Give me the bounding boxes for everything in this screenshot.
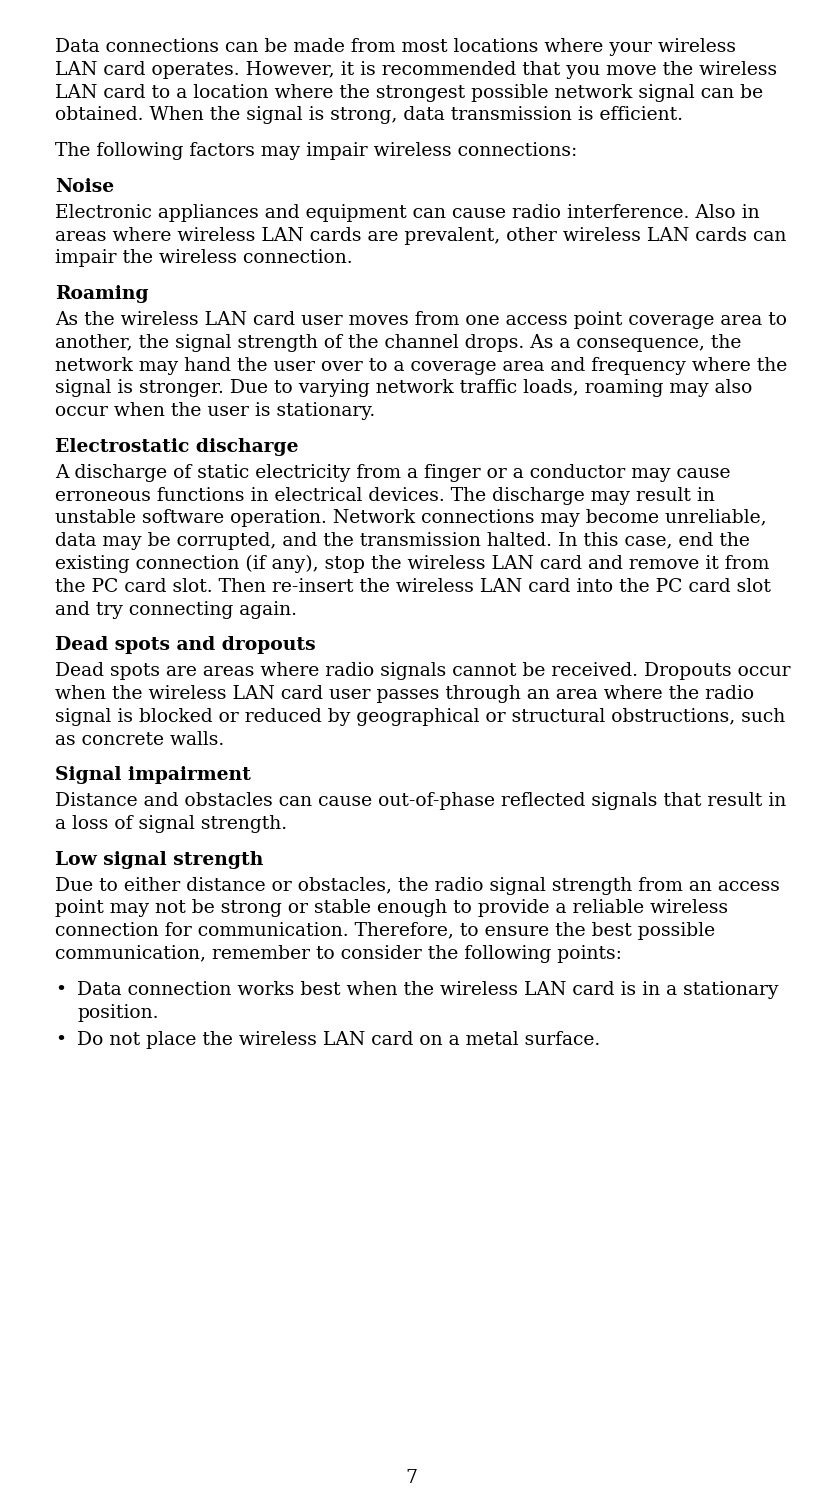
Text: Low signal strength: Low signal strength (55, 851, 263, 870)
Text: The following factors may impair wireless connections:: The following factors may impair wireles… (55, 142, 577, 160)
Text: another, the signal strength of the channel drops. As a consequence, the: another, the signal strength of the chan… (55, 333, 741, 351)
Text: LAN card to a location where the strongest possible network signal can be: LAN card to a location where the stronge… (55, 83, 763, 101)
Text: position.: position. (77, 1004, 159, 1022)
Text: unstable software operation. Network connections may become unreliable,: unstable software operation. Network con… (55, 509, 767, 527)
Text: existing connection (if any), stop the wireless LAN card and remove it from: existing connection (if any), stop the w… (55, 555, 769, 573)
Text: data may be corrupted, and the transmission halted. In this case, end the: data may be corrupted, and the transmiss… (55, 532, 750, 550)
Text: occur when the user is stationary.: occur when the user is stationary. (55, 402, 376, 420)
Text: Dead spots and dropouts: Dead spots and dropouts (55, 636, 316, 654)
Text: point may not be strong or stable enough to provide a reliable wireless: point may not be strong or stable enough… (55, 900, 728, 918)
Text: Electronic appliances and equipment can cause radio interference. Also in: Electronic appliances and equipment can … (55, 203, 760, 222)
Text: Due to either distance or obstacles, the radio signal strength from an access: Due to either distance or obstacles, the… (55, 877, 780, 895)
Text: Distance and obstacles can cause out-of-phase reflected signals that result in: Distance and obstacles can cause out-of-… (55, 793, 787, 811)
Text: •: • (55, 1031, 66, 1049)
Text: the PC card slot. Then re-insert the wireless LAN card into the PC card slot: the PC card slot. Then re-insert the wir… (55, 577, 771, 595)
Text: Noise: Noise (55, 178, 114, 196)
Text: Electrostatic discharge: Electrostatic discharge (55, 439, 298, 457)
Text: LAN card operates. However, it is recommended that you move the wireless: LAN card operates. However, it is recomm… (55, 60, 777, 78)
Text: Data connections can be made from most locations where your wireless: Data connections can be made from most l… (55, 38, 736, 56)
Text: a loss of signal strength.: a loss of signal strength. (55, 815, 287, 833)
Text: Signal impairment: Signal impairment (55, 767, 251, 785)
Text: As the wireless LAN card user moves from one access point coverage area to: As the wireless LAN card user moves from… (55, 310, 787, 329)
Text: signal is stronger. Due to varying network traffic loads, roaming may also: signal is stronger. Due to varying netwo… (55, 380, 752, 398)
Text: when the wireless LAN card user passes through an area where the radio: when the wireless LAN card user passes t… (55, 686, 754, 702)
Text: Data connection works best when the wireless LAN card is in a stationary: Data connection works best when the wire… (77, 981, 778, 999)
Text: Do not place the wireless LAN card on a metal surface.: Do not place the wireless LAN card on a … (77, 1031, 600, 1049)
Text: impair the wireless connection.: impair the wireless connection. (55, 249, 353, 267)
Text: signal is blocked or reduced by geographical or structural obstructions, such: signal is blocked or reduced by geograph… (55, 708, 785, 726)
Text: 7: 7 (405, 1469, 417, 1487)
Text: Roaming: Roaming (55, 285, 149, 303)
Text: obtained. When the signal is strong, data transmission is efficient.: obtained. When the signal is strong, dat… (55, 107, 683, 125)
Text: connection for communication. Therefore, to ensure the best possible: connection for communication. Therefore,… (55, 922, 715, 940)
Text: and try connecting again.: and try connecting again. (55, 601, 297, 618)
Text: as concrete walls.: as concrete walls. (55, 731, 224, 749)
Text: erroneous functions in electrical devices. The discharge may result in: erroneous functions in electrical device… (55, 487, 715, 505)
Text: network may hand the user over to a coverage area and frequency where the: network may hand the user over to a cove… (55, 357, 787, 375)
Text: communication, remember to consider the following points:: communication, remember to consider the … (55, 945, 622, 963)
Text: •: • (55, 981, 66, 999)
Text: Dead spots are areas where radio signals cannot be received. Dropouts occur: Dead spots are areas where radio signals… (55, 662, 791, 680)
Text: areas where wireless LAN cards are prevalent, other wireless LAN cards can: areas where wireless LAN cards are preva… (55, 226, 787, 244)
Text: A discharge of static electricity from a finger or a conductor may cause: A discharge of static electricity from a… (55, 464, 731, 482)
